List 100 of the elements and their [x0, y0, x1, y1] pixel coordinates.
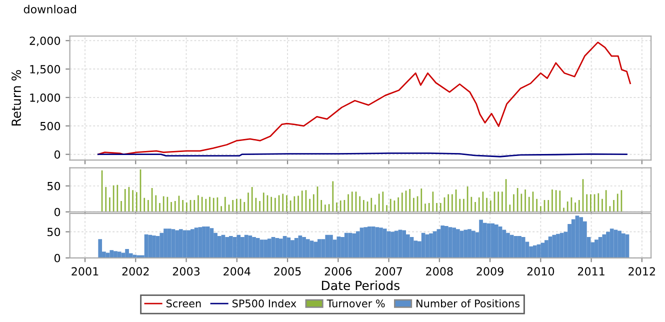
bar	[456, 229, 460, 258]
bar	[544, 240, 548, 258]
bar	[482, 222, 487, 258]
y-tick-label: 0	[54, 208, 60, 216]
bar	[582, 221, 587, 258]
x-axis-title: Date Periods	[322, 280, 400, 290]
x-tick-label: 2009	[476, 267, 504, 276]
bar	[425, 234, 430, 258]
x-tick-label: 2005	[274, 267, 301, 276]
bar	[167, 228, 172, 258]
bar	[432, 231, 437, 258]
x-tick-label: 2003	[172, 267, 200, 276]
legend-label: Number of Positions	[416, 299, 520, 308]
bar	[498, 226, 502, 258]
text: download	[24, 4, 76, 14]
bar	[532, 245, 537, 258]
bar	[394, 230, 398, 258]
bar	[364, 227, 368, 258]
bar	[540, 242, 545, 258]
bar	[98, 239, 102, 258]
bar	[614, 230, 618, 258]
bar	[186, 230, 191, 258]
bar	[479, 220, 483, 258]
bar	[610, 228, 614, 258]
y-tick-label: 0	[54, 254, 60, 262]
bar	[314, 242, 318, 258]
bar	[178, 229, 183, 258]
bar	[236, 234, 241, 258]
bar	[125, 249, 129, 258]
bar	[402, 230, 406, 258]
y-tick-label: 1,500	[30, 65, 60, 75]
x-tick-label: 2011	[578, 267, 604, 276]
bar	[444, 226, 448, 258]
bar	[344, 232, 348, 258]
line-series	[97, 42, 631, 156]
bar	[182, 230, 187, 258]
y-tick-label: 50	[48, 182, 60, 190]
bar	[325, 234, 330, 258]
bar	[521, 237, 526, 258]
x-tick-label: 2008	[426, 267, 453, 276]
bar	[275, 238, 280, 258]
bar	[579, 217, 583, 258]
y-tick-label: 2,000	[30, 36, 60, 46]
bar	[217, 236, 222, 258]
bar	[148, 234, 152, 258]
bar	[448, 227, 452, 258]
bar	[294, 238, 298, 258]
legend-label: Turnover %	[326, 300, 385, 308]
bar	[336, 236, 341, 258]
y-tick-label: 0	[54, 150, 60, 159]
bar	[210, 228, 214, 258]
y-tick-label: 1,000	[30, 93, 60, 103]
bar	[371, 226, 376, 258]
bar	[571, 219, 576, 258]
bar	[464, 230, 468, 258]
bar	[486, 223, 491, 258]
bar	[471, 230, 476, 258]
bar	[502, 230, 506, 258]
bar	[356, 231, 360, 258]
y-axis-title: Return %	[12, 70, 22, 126]
bar	[160, 232, 164, 258]
bar	[229, 236, 233, 258]
bar	[286, 238, 291, 258]
bar	[602, 234, 606, 258]
bar	[398, 230, 402, 258]
bar	[552, 234, 556, 258]
bar	[225, 237, 229, 258]
x-tick-label: 2002	[122, 267, 149, 276]
x-tick-label: 2001	[72, 267, 98, 276]
bar	[494, 224, 498, 258]
bar	[206, 226, 210, 258]
bar	[514, 236, 518, 258]
x-tick-label: 2004	[224, 267, 250, 276]
y-tick-label: 500	[40, 122, 60, 130]
bar	[360, 228, 364, 258]
bar	[436, 229, 441, 258]
bar	[575, 216, 580, 258]
bar	[175, 230, 179, 258]
y-tick-label: 50	[48, 228, 60, 236]
bar	[406, 234, 410, 258]
bar	[267, 238, 272, 258]
bar	[248, 235, 252, 258]
bar	[256, 238, 260, 258]
bar	[382, 228, 387, 258]
x-tick-label: 2010	[527, 267, 554, 276]
bar	[110, 250, 114, 258]
bar	[117, 252, 122, 258]
bar	[621, 233, 626, 258]
x-tick-label: 2007	[375, 267, 402, 276]
bar	[194, 228, 198, 258]
bar	[560, 232, 564, 258]
bar	[306, 239, 310, 258]
bar	[198, 227, 202, 258]
legend-label: Screen	[166, 300, 201, 308]
x-tick-label: 2012	[628, 267, 655, 276]
bar	[375, 227, 380, 258]
x-tick-label: 2006	[324, 267, 352, 276]
legend-label: SP500 Index	[232, 299, 296, 308]
bar	[452, 228, 456, 258]
bar	[171, 229, 176, 258]
